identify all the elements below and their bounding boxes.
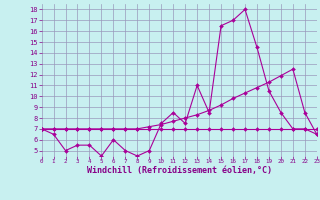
X-axis label: Windchill (Refroidissement éolien,°C): Windchill (Refroidissement éolien,°C) (87, 166, 272, 175)
